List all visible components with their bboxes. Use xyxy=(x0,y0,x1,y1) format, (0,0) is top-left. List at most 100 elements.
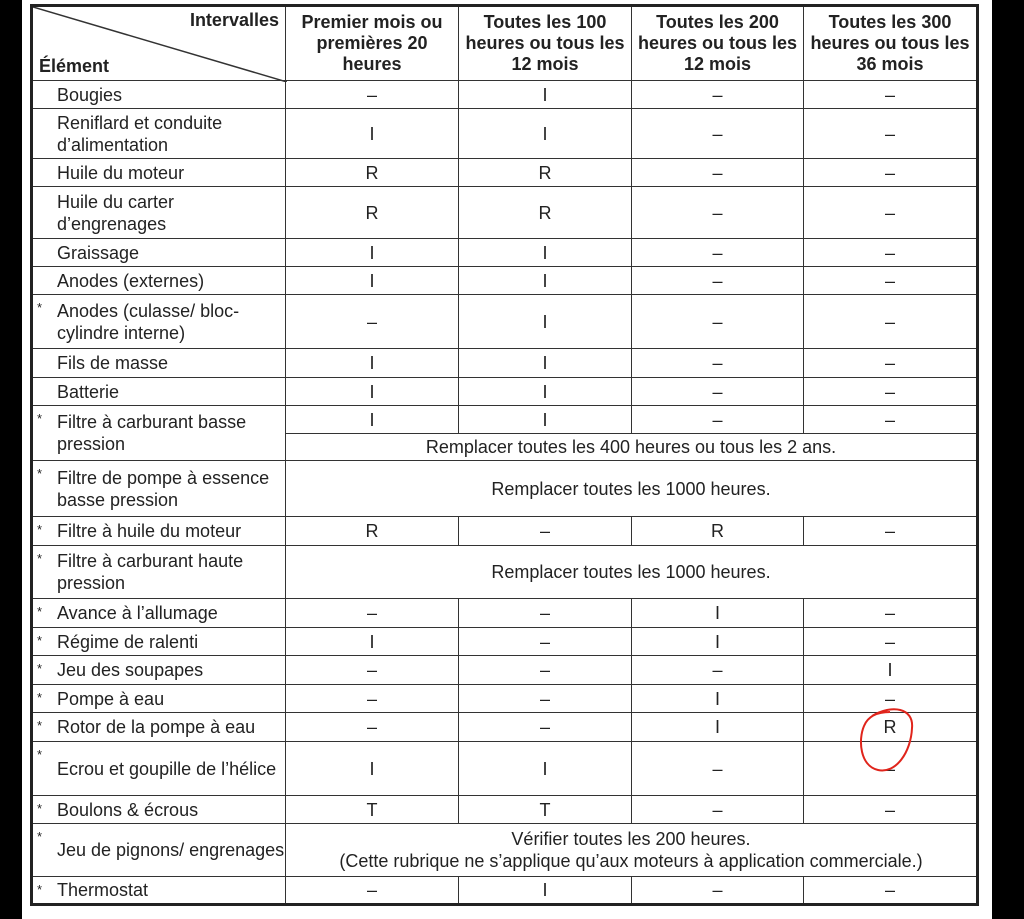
table-row: Anodes (externes) I I – – xyxy=(31,266,978,295)
interval-value: – xyxy=(803,741,978,796)
table-row: * Jeu de pignons/ engrenages Vérifier tout… xyxy=(31,823,978,877)
interval-value: – xyxy=(458,655,632,685)
element-name: Thermostat xyxy=(57,880,149,900)
interval-value: – xyxy=(285,655,459,685)
interval-value: I xyxy=(631,598,804,628)
interval-value: R xyxy=(285,516,459,546)
interval-value: I xyxy=(458,741,632,796)
interval-value: I xyxy=(285,108,459,159)
interval-value: – xyxy=(631,294,804,349)
interval-value: – xyxy=(458,516,632,546)
interval-value: – xyxy=(631,108,804,159)
element-cell: * Ecrou et goupille de l’hélice xyxy=(31,741,286,796)
element-cell: Reniflard et conduite d’alimentation xyxy=(31,108,286,159)
interval-value: I xyxy=(458,294,632,349)
interval-value: – xyxy=(803,795,978,824)
element-name: Filtre à carburant basse pression xyxy=(57,412,247,454)
element-name: Jeu de pignons/ engrenages xyxy=(57,840,285,860)
column-header: Premier mois ou premières 20 heures xyxy=(285,5,459,81)
table-row: Huile du moteur R R – – xyxy=(31,158,978,187)
interval-value: I xyxy=(631,627,804,656)
element-name: Filtre à huile du moteur xyxy=(57,521,242,541)
element-cell: * Filtre de pompe à essence basse pressio… xyxy=(31,460,286,517)
table-row: Bougies – I – – xyxy=(31,80,978,109)
element-cell: * Filtre à huile du moteur xyxy=(31,516,286,546)
interval-value: I xyxy=(458,108,632,159)
interval-value: I xyxy=(285,266,459,295)
element-cell: * Boulons & écrous xyxy=(31,795,286,824)
asterisk-marker: * xyxy=(37,551,43,566)
interval-value: – xyxy=(458,712,632,742)
element-name: Anodes (culasse/ bloc-cylindre interne) xyxy=(57,300,240,343)
asterisk-marker: * xyxy=(37,466,43,481)
interval-value: – xyxy=(803,294,978,349)
asterisk-marker: * xyxy=(37,882,43,897)
interval-value: I xyxy=(458,238,632,267)
interval-value: I xyxy=(458,80,632,109)
column-header: Toutes les 200 heures ou tous les 12 moi… xyxy=(631,5,804,81)
element-name: Avance à l’allumage xyxy=(57,603,218,623)
element-cell: * Rotor de la pompe à eau xyxy=(31,712,286,742)
interval-value: – xyxy=(285,712,459,742)
element-cell: * Jeu de pignons/ engrenages xyxy=(31,823,286,877)
table-row: * Thermostat – I – – xyxy=(31,876,978,905)
interval-value: R xyxy=(803,712,978,742)
interval-value: I xyxy=(458,405,632,434)
interval-value: I xyxy=(458,266,632,295)
element-cell: Huile du carter d’engrenages xyxy=(31,186,286,239)
element-cell: Graissage xyxy=(31,238,286,267)
interval-value: – xyxy=(458,627,632,656)
interval-value: – xyxy=(803,377,978,406)
element-name: Graissage xyxy=(57,242,140,263)
interval-value: I xyxy=(285,741,459,796)
interval-value: I xyxy=(285,405,459,434)
asterisk-marker: * xyxy=(37,718,43,733)
table-row: * Régime de ralenti I – I – xyxy=(31,627,978,656)
asterisk-marker: * xyxy=(37,661,43,676)
asterisk-marker: * xyxy=(37,411,43,426)
interval-value: – xyxy=(631,876,804,905)
interval-value: – xyxy=(631,348,804,378)
table-row: Reniflard et conduite d’alimentation I I – – xyxy=(31,108,978,159)
interval-value: – xyxy=(458,598,632,628)
interval-value: – xyxy=(803,516,978,546)
asterisk-marker: * xyxy=(37,633,43,648)
interval-value: – xyxy=(631,741,804,796)
table-row: * Jeu des soupapes – – – I xyxy=(31,655,978,685)
interval-value: – xyxy=(803,876,978,905)
element-cell: * Filtre à carburant basse pression xyxy=(31,405,286,461)
table-row: * Filtre à carburant basse pression I I – – xyxy=(31,405,978,461)
table-row: Fils de masse I I – – xyxy=(31,348,978,378)
table-row: * Filtre de pompe à essence basse pressio… xyxy=(31,460,978,517)
element-name: Filtre de pompe à essence basse pression xyxy=(57,467,270,510)
element-cell: Anodes (externes) xyxy=(31,266,286,295)
table-row: * Boulons & écrous T T – – xyxy=(31,795,978,824)
interval-value: – xyxy=(803,598,978,628)
maintenance-table: Intervalles Élément Premier mois ou prem… xyxy=(30,4,979,906)
column-header: Toutes les 300 heures ou tous les 36 moi… xyxy=(803,5,978,81)
interval-value: – xyxy=(631,655,804,685)
table-row: Graissage I I – – xyxy=(31,238,978,267)
element-name: Anodes (externes) xyxy=(57,270,205,291)
interval-value: R xyxy=(458,158,632,187)
element-name: Boulons & écrous xyxy=(57,799,199,820)
element-name: Huile du moteur xyxy=(57,162,185,183)
interval-value: – xyxy=(631,795,804,824)
corner-header: Intervalles Élément xyxy=(31,5,287,82)
interval-value: – xyxy=(803,238,978,267)
interval-value: – xyxy=(803,80,978,109)
interval-value: – xyxy=(803,266,978,295)
interval-value: – xyxy=(803,627,978,656)
interval-value: T xyxy=(458,795,632,824)
element-name: Jeu des soupapes xyxy=(57,660,204,680)
interval-value: I xyxy=(285,377,459,406)
interval-value: – xyxy=(803,158,978,187)
interval-value: – xyxy=(285,684,459,713)
interval-note: Vérifier toutes les 200 heures. (Cette r… xyxy=(285,823,978,877)
element-name: Régime de ralenti xyxy=(57,631,199,652)
interval-value: – xyxy=(631,266,804,295)
interval-value: – xyxy=(631,80,804,109)
document-page: Intervalles Élément Premier mois ou prem… xyxy=(22,0,992,919)
table-row: Remplacer toutes les 400 heures ou tous … xyxy=(32,433,978,461)
element-cell: Fils de masse xyxy=(31,348,286,378)
